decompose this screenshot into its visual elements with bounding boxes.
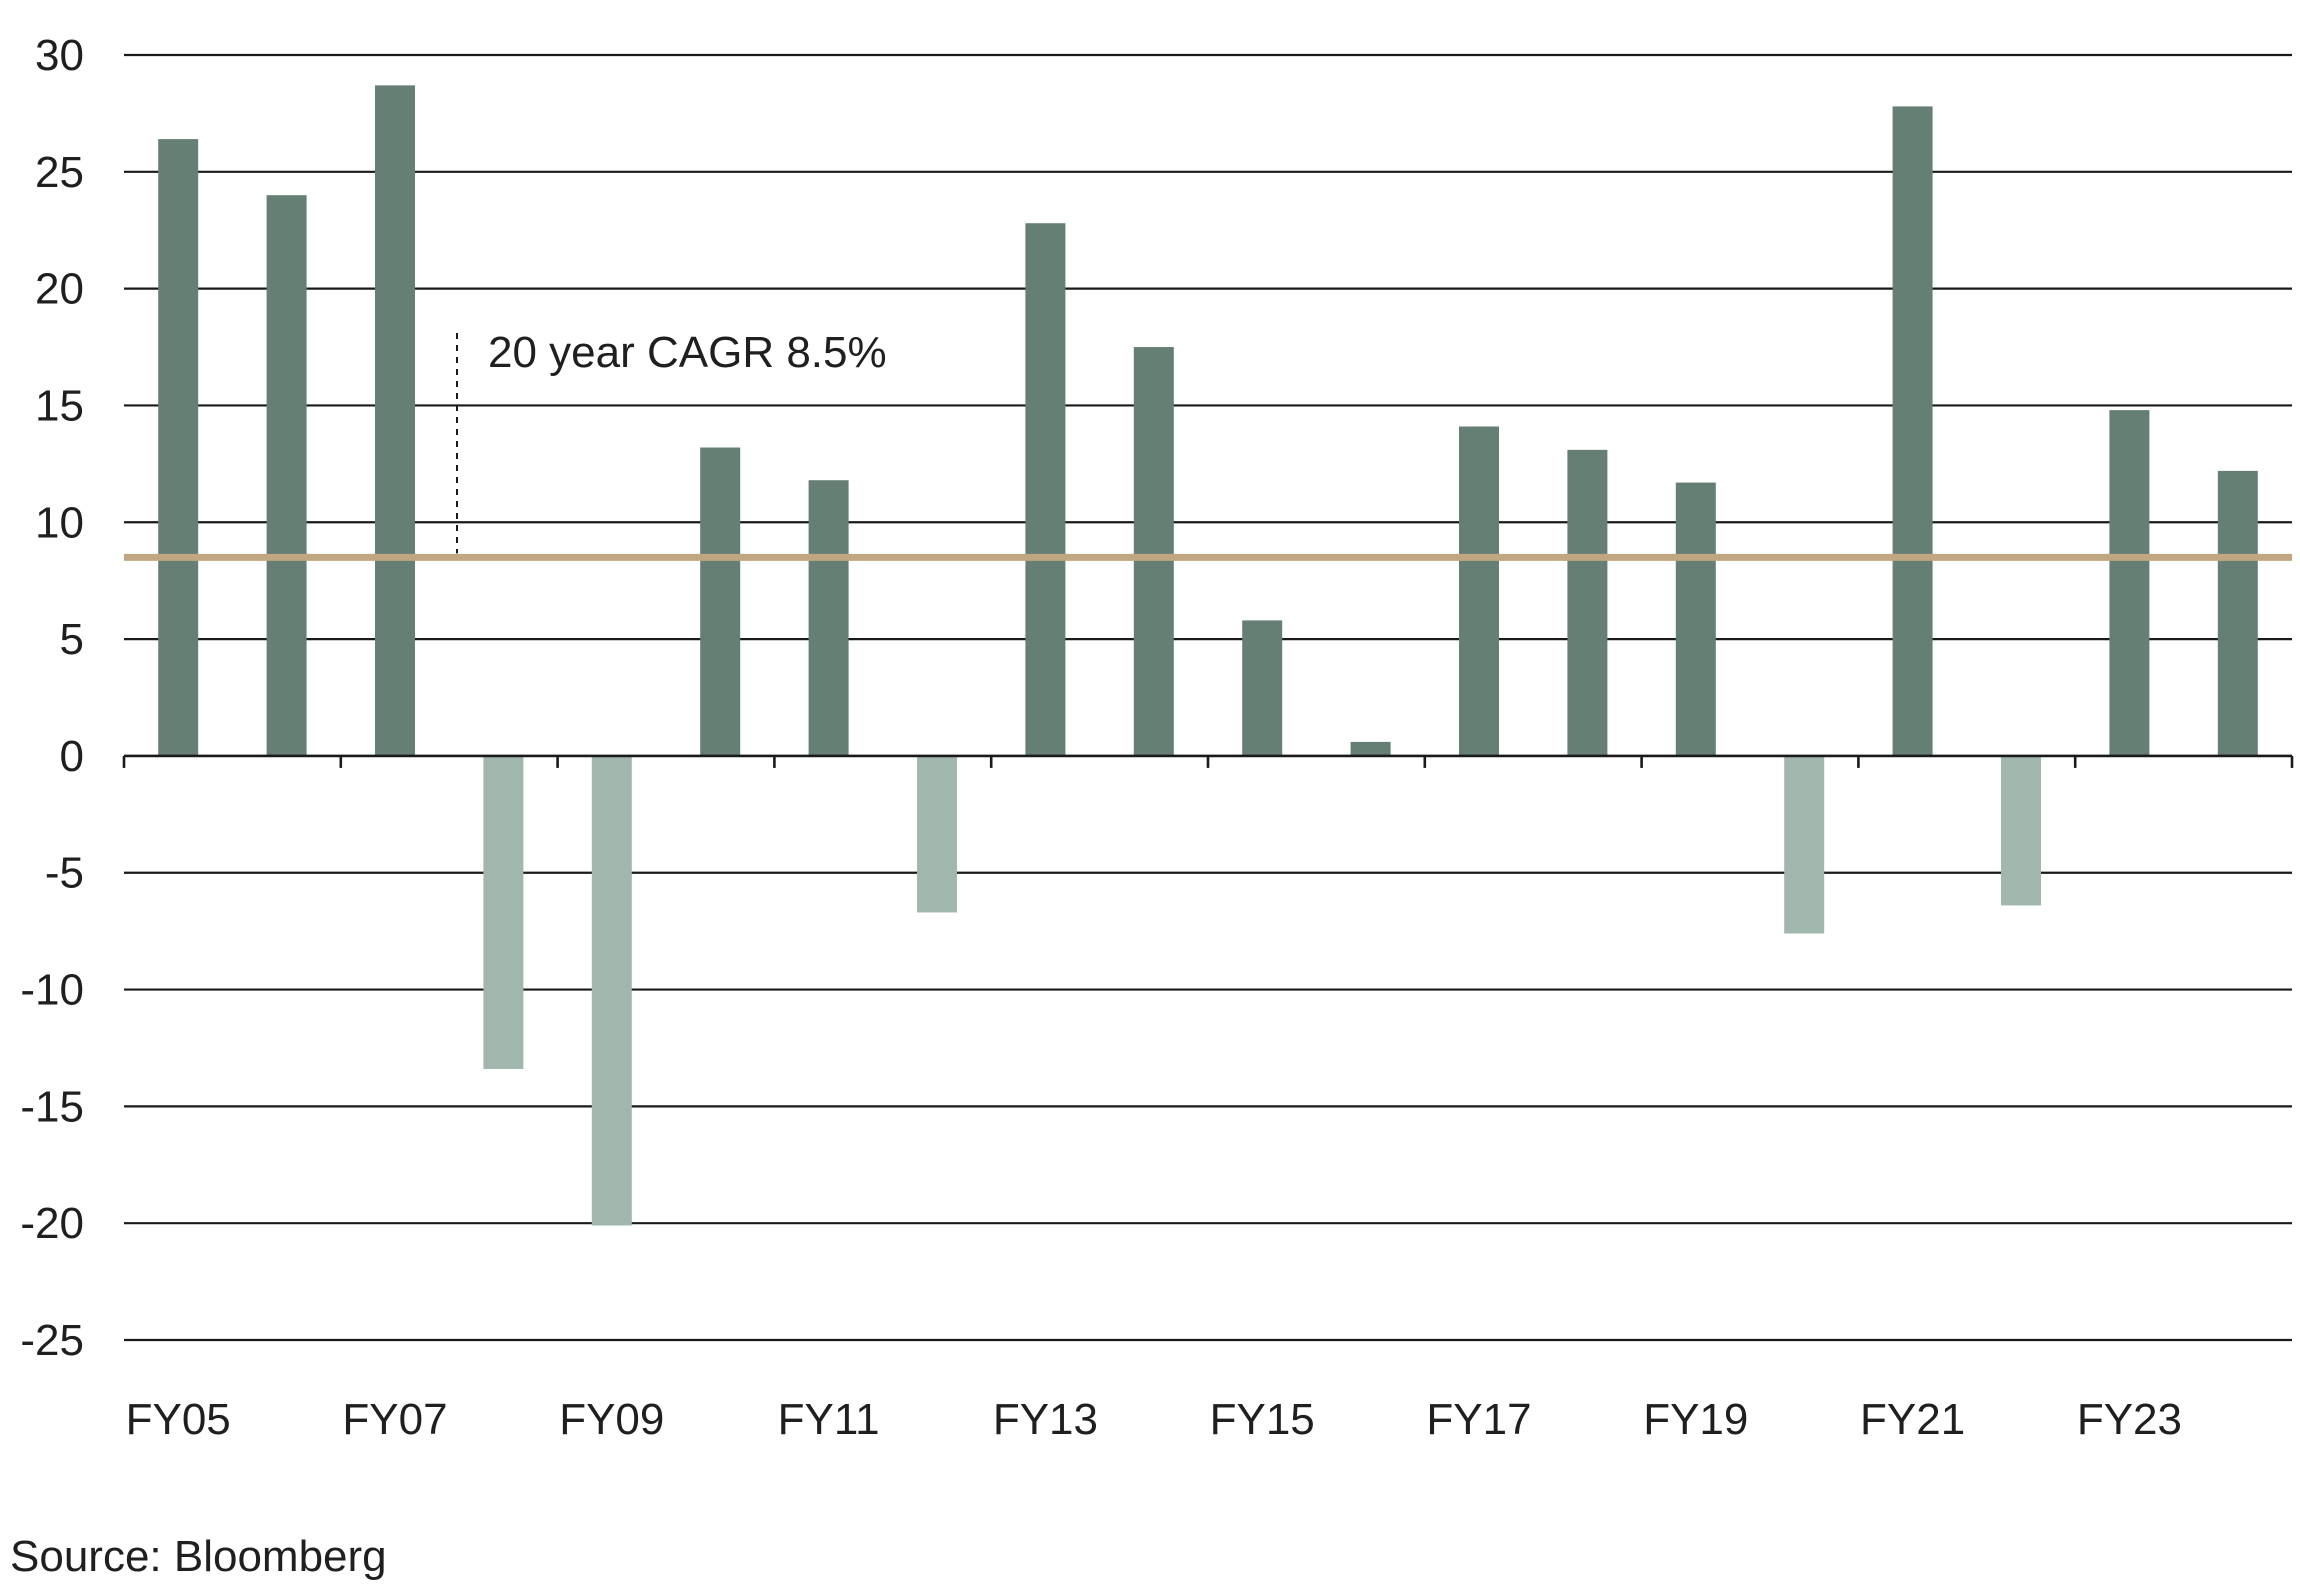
x-tick-label: FY07 — [342, 1395, 447, 1444]
y-tick-label: 0 — [60, 732, 84, 781]
zero-axis — [122, 754, 2294, 768]
x-tick-label: FY09 — [559, 1395, 664, 1444]
x-tick-label: FY11 — [778, 1395, 880, 1444]
x-tick-label: FY15 — [1210, 1395, 1315, 1444]
bar-fy09 — [591, 755, 632, 1226]
cagr-annotation-label: 20 year CAGR 8.5% — [488, 328, 887, 377]
source-note: Source: Bloomberg — [10, 1532, 387, 1581]
bar-fy14 — [1133, 347, 1174, 756]
x-tick-label: FY21 — [1860, 1395, 1965, 1444]
x-tick-label: FY23 — [2077, 1395, 2182, 1444]
reference-line-group: 20 year CAGR 8.5% — [124, 328, 2292, 561]
y-tick-label: 25 — [35, 148, 84, 197]
bar-fy17 — [1459, 426, 1499, 756]
x-tick-label: FY19 — [1643, 1395, 1748, 1444]
y-tick-label: -10 — [20, 966, 84, 1015]
bar-fy11 — [808, 480, 849, 756]
bar-fy13 — [1025, 223, 1066, 756]
bar-fy07 — [375, 85, 415, 756]
y-tick-label: -20 — [20, 1199, 84, 1248]
y-tick-label: -15 — [20, 1082, 84, 1131]
bar-fy20 — [1784, 755, 1825, 934]
bar-fy05 — [158, 139, 199, 756]
bar-fy06 — [266, 195, 307, 756]
bar-fy08 — [483, 755, 524, 1069]
bars — [158, 85, 2258, 1226]
y-tick-label: 30 — [35, 31, 84, 80]
y-tick-label: -25 — [20, 1316, 84, 1365]
y-tick-label: 10 — [35, 498, 84, 547]
x-tick-label: FY05 — [126, 1395, 231, 1444]
bar-fy10 — [700, 447, 741, 756]
bar-fy15 — [1242, 620, 1283, 756]
y-tick-label: 15 — [35, 381, 84, 430]
bar-fy24 — [2217, 470, 2258, 756]
y-axis-tick-labels: 30 25 20 15 10 5 0 -5 -10 -15 -20 -25 — [20, 31, 84, 1365]
y-tick-label: -5 — [45, 849, 84, 898]
x-axis-tick-labels: FY05 FY07 FY09 FY11 FY13 FY15 FY17 FY19 FY21 FY23 — [126, 1395, 2182, 1444]
y-tick-label: 20 — [35, 265, 84, 314]
bar-fy19 — [1675, 482, 1716, 756]
y-tick-label: 5 — [60, 615, 84, 664]
x-tick-label: FY17 — [1426, 1395, 1531, 1444]
bar-fy22 — [2001, 755, 2041, 906]
bar-fy18 — [1567, 449, 1608, 756]
x-tick-label: FY13 — [993, 1395, 1098, 1444]
bar-fy16 — [1350, 741, 1391, 756]
grid-lines — [124, 53, 2292, 1342]
bar-fy23 — [2109, 410, 2150, 756]
bar-fy21 — [1892, 106, 1933, 756]
bar-fy12 — [917, 755, 957, 913]
